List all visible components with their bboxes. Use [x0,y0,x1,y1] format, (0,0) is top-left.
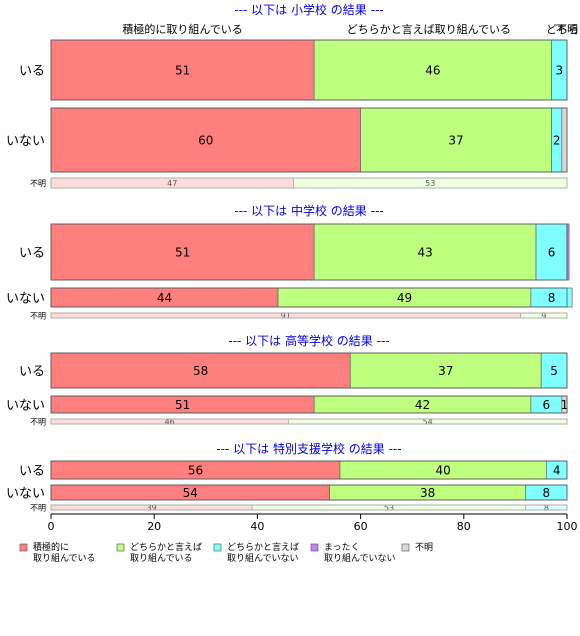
row-label: 不明 [30,504,46,513]
bar-frame [50,352,568,389]
value-label: 51 [175,398,190,412]
value-label: 47 [167,179,177,188]
row-label: いない [6,134,45,149]
bar-segment [50,39,315,101]
value-label: 8 [548,291,556,305]
legend-swatch [116,543,125,552]
legend-swatch [401,543,410,552]
bar-frame [50,177,568,189]
bar-segment [50,223,315,281]
section-title: --- 以下は 中学校 の結果 --- [234,203,383,218]
category-label: 積極的に取り組んでいる [122,22,242,36]
legend-label: 取り組んでいない [324,552,396,564]
value-label: 91 [281,312,291,321]
bar-frame [50,418,568,425]
value-label: 56 [188,464,203,478]
bar-frame [50,504,568,511]
row-label: いる [19,246,45,261]
value-label: 44 [157,291,172,305]
bar-segment [561,107,568,173]
row-label: いる [19,464,45,479]
x-tick-label: 40 [250,520,264,533]
value-label: 2 [553,134,561,148]
value-label: 58 [193,364,208,378]
value-label: 3 [555,64,563,78]
value-label: 6 [548,246,556,260]
legend-label: まったく [324,542,360,553]
value-label: 54 [183,486,198,500]
value-label: 51 [175,64,190,78]
bar-segment [349,352,542,389]
legend-label: 取り組んでいない [227,552,299,564]
legend-label: 積極的に [33,541,69,553]
value-label: 60 [198,134,213,148]
legend-swatch [213,543,222,552]
x-tick-label: 20 [147,520,161,533]
row-label: いる [19,365,45,380]
x-tick-label: 100 [557,520,578,533]
value-label: 53 [425,179,435,188]
value-label: 42 [415,398,430,412]
value-label: 37 [448,134,463,148]
section-title: --- 以下は 高等学校 の結果 --- [228,333,389,348]
bar-segment [50,107,361,173]
value-label: 6 [543,398,551,412]
value-label: 37 [438,364,453,378]
value-label: 53 [384,504,394,513]
legend-label: どちらかと言えば [130,541,202,553]
row-label: いる [19,64,45,79]
bar-frame [50,484,568,501]
value-label: 1 [561,398,569,412]
legend-label: 不明 [415,542,433,553]
row-label: いない [6,292,45,307]
bar-segment [360,107,552,173]
bar-frame [50,460,568,480]
value-label: 9 [541,312,546,321]
bar-segment [313,39,552,101]
value-label: 4 [553,464,561,478]
category-label: 不明 [556,23,578,36]
value-label: 39 [147,504,157,513]
value-label: 5 [550,364,558,378]
value-label: 51 [175,246,190,260]
bar-frame [50,39,568,101]
legend-label: 取り組んでいる [33,552,96,564]
row-label: 不明 [30,312,46,321]
value-label: 8 [544,504,549,513]
value-label: 54 [423,418,433,427]
section-title: --- 以下は 小学校 の結果 --- [234,2,383,17]
value-label: 49 [397,291,412,305]
legend-swatch [19,543,28,552]
bar-frame [50,287,568,308]
value-label: 46 [425,64,440,78]
x-tick-label: 0 [48,520,55,533]
x-tick-label: 80 [457,520,471,533]
value-label: 43 [417,246,432,260]
value-label: 40 [436,464,451,478]
row-label: いない [6,399,45,414]
bar-segment [540,352,568,389]
category-label: どちらかと言えば取り組んでいる [347,23,511,36]
x-tick-label: 60 [354,520,368,533]
legend-label: 取り組んでいる [130,552,193,564]
bar-frame [50,312,568,319]
value-label: 46 [165,418,175,427]
bar-frame [50,395,568,414]
legend-swatch [310,543,319,552]
bar-segment [50,352,351,389]
bar-segment [535,223,568,281]
row-label: 不明 [30,179,46,188]
bar-frame [50,107,568,173]
bar-frame [50,223,568,281]
value-label: 8 [543,486,551,500]
row-label: いない [6,487,45,502]
value-label: 38 [420,486,435,500]
section-title: --- 以下は 特別支援学校 の結果 --- [216,441,401,456]
legend-label: どちらかと言えば [227,541,299,553]
row-label: 不明 [30,418,46,427]
